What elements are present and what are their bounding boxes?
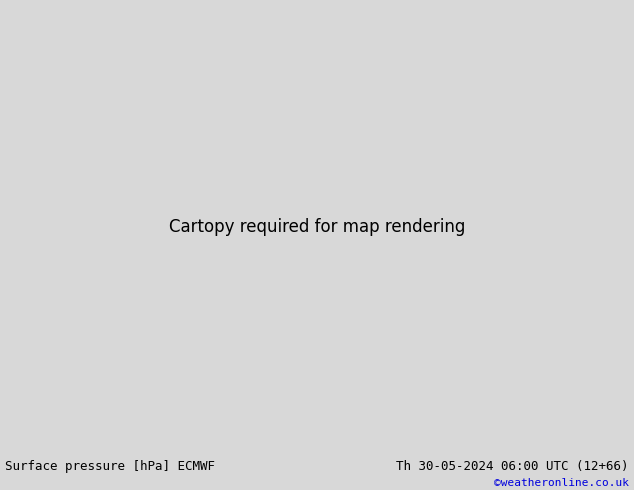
Text: Th 30-05-2024 06:00 UTC (12+66): Th 30-05-2024 06:00 UTC (12+66): [396, 460, 629, 473]
Text: Surface pressure [hPa] ECMWF: Surface pressure [hPa] ECMWF: [5, 460, 215, 473]
Text: ©weatheronline.co.uk: ©weatheronline.co.uk: [494, 478, 629, 489]
Text: Cartopy required for map rendering: Cartopy required for map rendering: [169, 218, 465, 236]
